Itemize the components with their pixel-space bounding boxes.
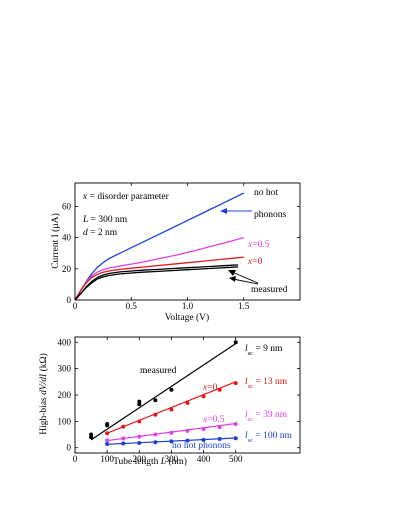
- iv-no-hot-label-2: phonons: [254, 210, 287, 220]
- iv-x05-label: x=0.5: [247, 240, 270, 250]
- y-tick-label: 300: [58, 364, 72, 374]
- y-tick-label: 0: [67, 443, 72, 453]
- iv-chart: 0 0.5 1.0 1.5 0 20 40 60 Voltage (V) Current I …: [50, 182, 301, 323]
- data-point-no_hot: [233, 436, 238, 441]
- resistance-ticks: 0 100 200 300 400 500 0 100 200 300 400: [58, 337, 300, 464]
- lsc-13-label: lsc = 13 nm: [245, 377, 288, 390]
- data-point-no_hot: [105, 442, 110, 447]
- fit-line-measured: [90, 343, 237, 441]
- y-tick-label: 400: [58, 337, 72, 347]
- x-tick-label: 1.0: [182, 301, 194, 311]
- data-point-x0: [105, 431, 110, 436]
- iv-curve-x05: [74, 236, 244, 301]
- data-point-x0: [153, 412, 158, 417]
- iv-curve-no_hot: [74, 192, 245, 301]
- resistance-x05-label: x=0.5: [202, 415, 225, 425]
- resistance-xaxis-label: Tube length L (nm): [113, 456, 187, 467]
- x-tick-label: 0: [73, 301, 78, 311]
- x-tick-label: 100: [100, 454, 114, 464]
- data-point-x0: [201, 394, 206, 399]
- data-point-x0: [217, 387, 222, 392]
- data-point-x0: [137, 419, 142, 424]
- iv-curve-x0: [74, 256, 244, 301]
- y-tick-label: 100: [58, 416, 72, 426]
- data-point-x05: [121, 436, 126, 441]
- x-tick-label: 1.5: [238, 301, 250, 311]
- y-tick-label: 200: [58, 390, 72, 400]
- iv-curve-measured_b: [74, 266, 239, 301]
- x-tick-label: 500: [229, 454, 243, 464]
- y-tick-label: 20: [62, 264, 72, 274]
- data-point-no_hot: [217, 437, 222, 442]
- data-point-no_hot: [137, 440, 142, 445]
- data-point-measured: [153, 398, 158, 403]
- iv-x0-label: x=0: [247, 257, 263, 267]
- data-point-x0: [185, 400, 190, 405]
- x-tick-label: 200: [133, 454, 147, 464]
- iv-no-hot-label-1: no hot: [254, 188, 278, 198]
- y-tick-label: 60: [62, 201, 72, 211]
- data-point-measured: [169, 387, 174, 392]
- lsc-39-label: lsc = 39 nm: [245, 410, 288, 423]
- data-point-no_hot: [153, 440, 158, 445]
- iv-diameter-annotation: d = 2 nm: [83, 228, 118, 238]
- resistance-yaxis-label: High-bias dV/dI (kΩ): [38, 353, 49, 434]
- resistance-no-hot-label: no hot phonons: [172, 441, 231, 451]
- data-point-no_hot: [121, 441, 126, 446]
- x-tick-label: 0.5: [126, 301, 138, 311]
- x-tick-label: 300: [165, 454, 179, 464]
- lsc-9-label: lsc = 9 nm: [245, 344, 283, 357]
- data-point-measured: [105, 422, 110, 426]
- iv-curve-measured_a: [74, 264, 239, 301]
- data-point-measured: [233, 340, 238, 345]
- data-point-x05: [185, 428, 190, 433]
- data-point-x05: [217, 425, 222, 430]
- data-point-x0: [121, 424, 126, 429]
- lsc-100-label: lsc = 100 nm: [245, 431, 293, 444]
- iv-disorder-annotation: x = disorder parameter: [82, 192, 170, 202]
- data-point-no_hot: [169, 439, 174, 444]
- iv-measured-label: measured: [251, 285, 288, 295]
- data-point-x05: [153, 432, 158, 437]
- data-point-x05: [169, 430, 174, 435]
- data-point-x05: [233, 422, 238, 426]
- iv-yaxis-label: Current I (µA): [50, 213, 61, 269]
- data-point-measured: [137, 399, 142, 404]
- y-tick-label: 0: [67, 295, 72, 305]
- data-point-no_hot: [185, 438, 190, 443]
- x-tick-label: 400: [197, 454, 211, 464]
- iv-length-annotation: L = 300 nm: [82, 215, 128, 225]
- resistance-series: [89, 340, 238, 447]
- data-point-x0: [169, 407, 174, 412]
- iv-ticks: 0 0.5 1.0 1.5 0 20 40 60: [62, 183, 300, 311]
- data-point-measured: [89, 432, 94, 437]
- iv-no-hot-arrow: [220, 208, 252, 214]
- data-point-no_hot: [201, 437, 206, 442]
- resistance-measured-label: measured: [140, 366, 177, 376]
- data-point-x05: [137, 434, 142, 439]
- resistance-chart: 0 100 200 300 400 500 0 100 200 300 400 Tube lengt…: [38, 336, 301, 467]
- resistance-x0-label: x=0: [202, 383, 218, 393]
- iv-measured-arrows: [228, 270, 259, 285]
- x-tick-label: 0: [73, 454, 78, 464]
- data-point-x05: [201, 427, 206, 432]
- data-point-x0: [233, 381, 238, 386]
- data-point-x05: [105, 438, 110, 443]
- iv-xaxis-label: Voltage (V): [165, 312, 209, 323]
- y-tick-label: 40: [62, 233, 72, 243]
- iv-series: [74, 192, 245, 301]
